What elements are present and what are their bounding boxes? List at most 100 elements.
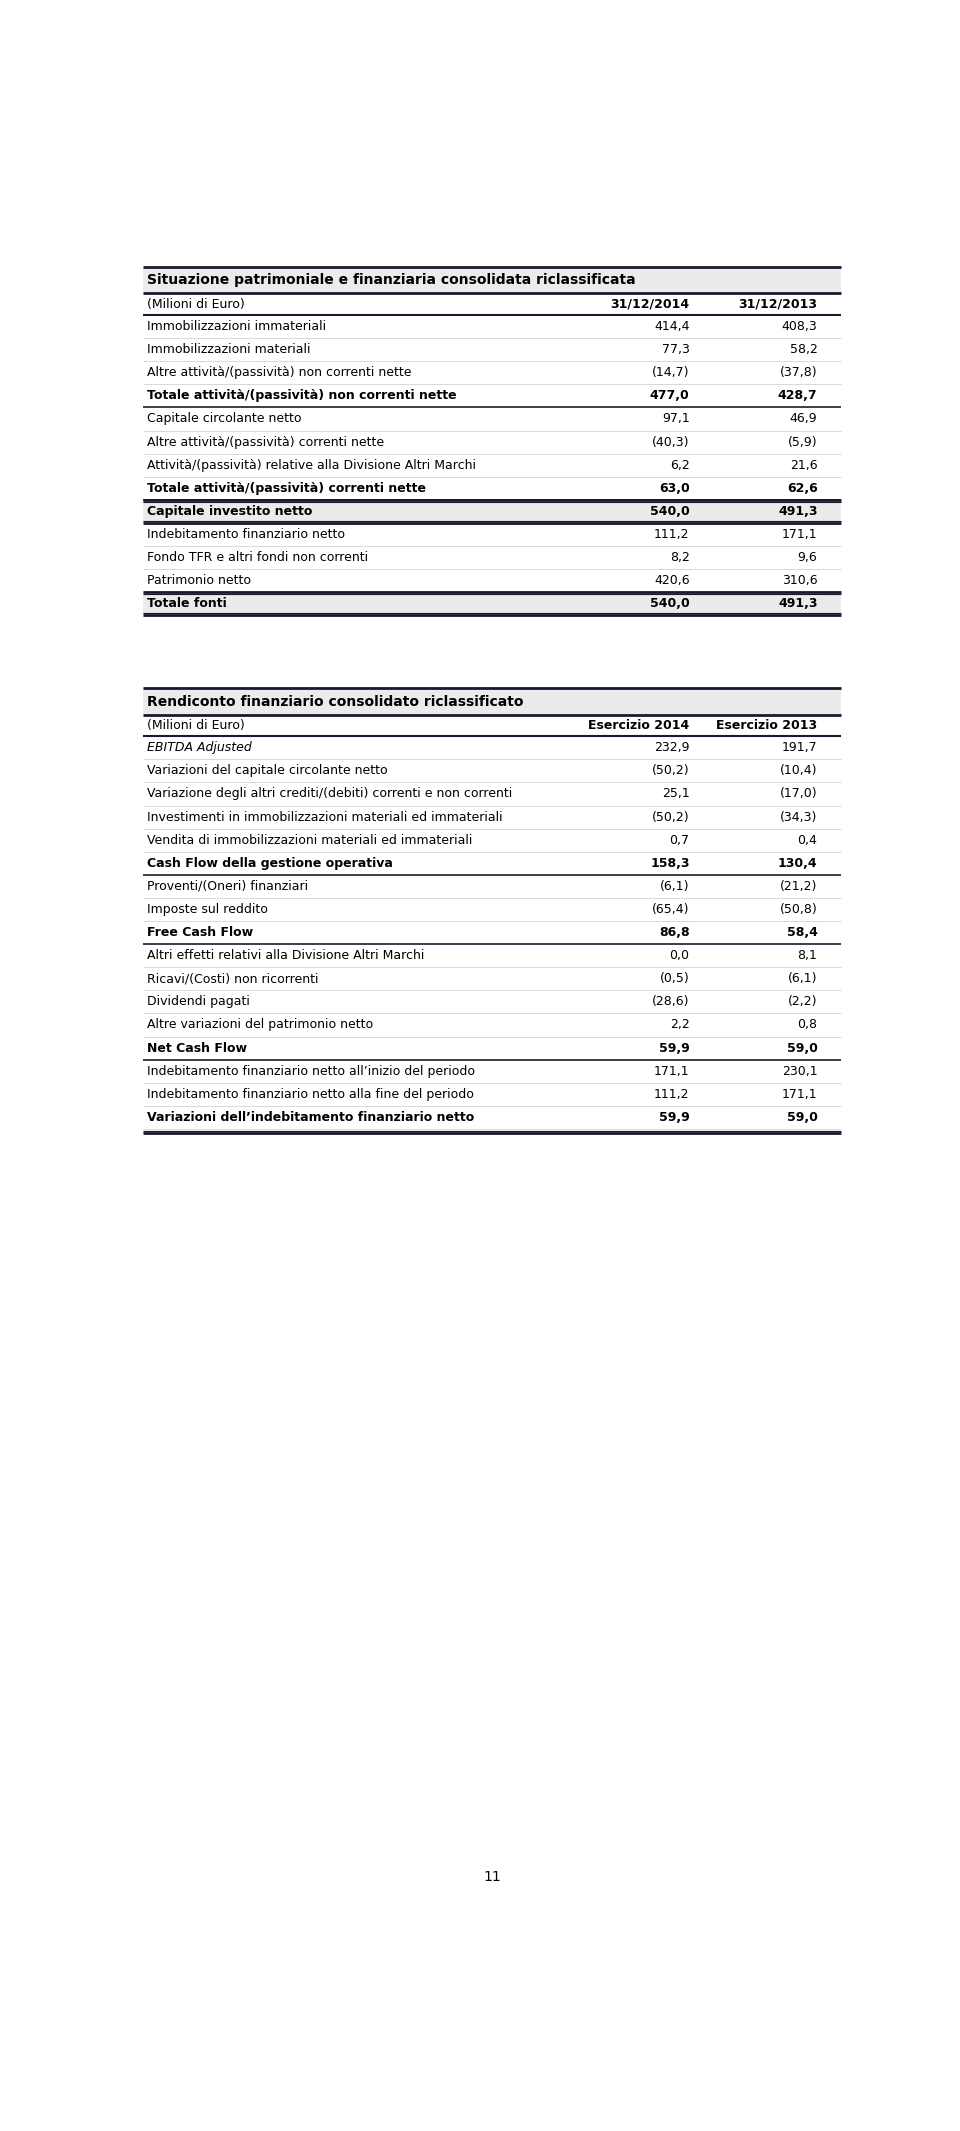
Text: Capitale investito netto: Capitale investito netto <box>147 505 313 518</box>
Text: Investimenti in immobilizzazioni materiali ed immateriali: Investimenti in immobilizzazioni materia… <box>147 810 503 823</box>
Text: 230,1: 230,1 <box>781 1066 818 1078</box>
Text: (Milioni di Euro): (Milioni di Euro) <box>147 718 245 731</box>
Bar <box>143 501 841 522</box>
Text: 0,7: 0,7 <box>670 833 689 846</box>
Text: 232,9: 232,9 <box>654 742 689 754</box>
Text: Patrimonio netto: Patrimonio netto <box>147 573 252 588</box>
Text: Immobilizzazioni immateriali: Immobilizzazioni immateriali <box>147 320 326 332</box>
Text: Fondo TFR e altri fondi non correnti: Fondo TFR e altri fondi non correnti <box>147 552 369 565</box>
Text: Altre variazioni del patrimonio netto: Altre variazioni del patrimonio netto <box>147 1019 373 1031</box>
Text: 310,6: 310,6 <box>781 573 818 588</box>
Text: 8,2: 8,2 <box>670 552 689 565</box>
Text: 408,3: 408,3 <box>781 320 818 332</box>
Text: 58,2: 58,2 <box>790 343 818 356</box>
Text: Capitale circolante netto: Capitale circolante netto <box>147 413 301 426</box>
Text: 25,1: 25,1 <box>661 788 689 801</box>
Text: 420,6: 420,6 <box>654 573 689 588</box>
Text: Dividendi pagati: Dividendi pagati <box>147 995 250 1008</box>
Text: (37,8): (37,8) <box>780 367 818 379</box>
Text: 86,8: 86,8 <box>659 927 689 940</box>
Text: 9,6: 9,6 <box>798 552 818 565</box>
Text: 428,7: 428,7 <box>778 390 818 403</box>
Text: 21,6: 21,6 <box>790 458 818 471</box>
Text: Ricavi/(Costi) non ricorrenti: Ricavi/(Costi) non ricorrenti <box>147 972 319 985</box>
Text: 111,2: 111,2 <box>654 528 689 541</box>
Text: Attività/(passività) relative alla Divisione Altri Marchi: Attività/(passività) relative alla Divis… <box>147 458 476 471</box>
Text: Variazione degli altri crediti/(debiti) correnti e non correnti: Variazione degli altri crediti/(debiti) … <box>147 788 513 801</box>
Text: (14,7): (14,7) <box>652 367 689 379</box>
Text: Vendita di immobilizzazioni materiali ed immateriali: Vendita di immobilizzazioni materiali ed… <box>147 833 472 846</box>
Text: Variazioni del capitale circolante netto: Variazioni del capitale circolante netto <box>147 765 388 778</box>
Text: (65,4): (65,4) <box>652 904 689 916</box>
Text: 171,1: 171,1 <box>781 528 818 541</box>
Text: Esercizio 2014: Esercizio 2014 <box>588 718 689 731</box>
Text: (2,2): (2,2) <box>788 995 818 1008</box>
Text: 540,0: 540,0 <box>650 597 689 609</box>
Text: 491,3: 491,3 <box>778 505 818 518</box>
Text: 59,9: 59,9 <box>659 1110 689 1123</box>
Text: 158,3: 158,3 <box>650 857 689 869</box>
Text: Esercizio 2013: Esercizio 2013 <box>716 718 818 731</box>
Text: 191,7: 191,7 <box>781 742 818 754</box>
Text: EBITDA Adjusted: EBITDA Adjusted <box>147 742 252 754</box>
Text: Immobilizzazioni materiali: Immobilizzazioni materiali <box>147 343 311 356</box>
Text: 171,1: 171,1 <box>654 1066 689 1078</box>
Text: Indebitamento finanziario netto alla fine del periodo: Indebitamento finanziario netto alla fin… <box>147 1087 474 1102</box>
Text: Proventi/(Oneri) finanziari: Proventi/(Oneri) finanziari <box>147 880 308 893</box>
Text: Totale attività/(passività) correnti nette: Totale attività/(passività) correnti net… <box>147 482 426 494</box>
Text: 111,2: 111,2 <box>654 1087 689 1102</box>
Text: 77,3: 77,3 <box>661 343 689 356</box>
Text: Rendiconto finanziario consolidato riclassificato: Rendiconto finanziario consolidato ricla… <box>147 695 523 707</box>
Text: Free Cash Flow: Free Cash Flow <box>147 927 253 940</box>
Bar <box>143 592 841 616</box>
Text: 46,9: 46,9 <box>790 413 818 426</box>
Text: 491,3: 491,3 <box>778 597 818 609</box>
Text: (40,3): (40,3) <box>652 435 689 448</box>
Text: (6,1): (6,1) <box>660 880 689 893</box>
Text: (10,4): (10,4) <box>780 765 818 778</box>
Text: 58,4: 58,4 <box>786 927 818 940</box>
Text: (28,6): (28,6) <box>652 995 689 1008</box>
Text: Cash Flow della gestione operativa: Cash Flow della gestione operativa <box>147 857 393 869</box>
Text: Indebitamento finanziario netto: Indebitamento finanziario netto <box>147 528 346 541</box>
Text: 11: 11 <box>483 1869 501 1884</box>
Text: 59,0: 59,0 <box>786 1110 818 1123</box>
Text: 31/12/2014: 31/12/2014 <box>611 298 689 311</box>
Bar <box>143 266 841 294</box>
Text: Variazioni dell’indebitamento finanziario netto: Variazioni dell’indebitamento finanziari… <box>147 1110 474 1123</box>
Text: Altri effetti relativi alla Divisione Altri Marchi: Altri effetti relativi alla Divisione Al… <box>147 948 424 963</box>
Text: (Milioni di Euro): (Milioni di Euro) <box>147 298 245 311</box>
Text: (21,2): (21,2) <box>780 880 818 893</box>
Text: Totale attività/(passività) non correnti nette: Totale attività/(passività) non correnti… <box>147 390 457 403</box>
Text: (5,9): (5,9) <box>788 435 818 448</box>
Text: 62,6: 62,6 <box>787 482 818 494</box>
Text: 0,0: 0,0 <box>670 948 689 963</box>
Text: 59,0: 59,0 <box>786 1042 818 1055</box>
Text: (50,8): (50,8) <box>780 904 818 916</box>
Bar <box>143 688 841 714</box>
Text: (50,2): (50,2) <box>652 810 689 823</box>
Text: 59,9: 59,9 <box>659 1042 689 1055</box>
Text: 540,0: 540,0 <box>650 505 689 518</box>
Text: 414,4: 414,4 <box>654 320 689 332</box>
Text: 31/12/2013: 31/12/2013 <box>738 298 818 311</box>
Text: 8,1: 8,1 <box>798 948 818 963</box>
Text: 6,2: 6,2 <box>670 458 689 471</box>
Text: (34,3): (34,3) <box>780 810 818 823</box>
Text: Totale fonti: Totale fonti <box>147 597 227 609</box>
Text: Altre attività/(passività) non correnti nette: Altre attività/(passività) non correnti … <box>147 367 412 379</box>
Text: 0,4: 0,4 <box>798 833 818 846</box>
Text: 97,1: 97,1 <box>661 413 689 426</box>
Text: Net Cash Flow: Net Cash Flow <box>147 1042 247 1055</box>
Text: Altre attività/(passività) correnti nette: Altre attività/(passività) correnti nett… <box>147 435 384 448</box>
Text: 2,2: 2,2 <box>670 1019 689 1031</box>
Text: 130,4: 130,4 <box>778 857 818 869</box>
Text: 0,8: 0,8 <box>798 1019 818 1031</box>
Text: 171,1: 171,1 <box>781 1087 818 1102</box>
Text: (50,2): (50,2) <box>652 765 689 778</box>
Text: (6,1): (6,1) <box>788 972 818 985</box>
Text: (0,5): (0,5) <box>660 972 689 985</box>
Text: Situazione patrimoniale e finanziaria consolidata riclassificata: Situazione patrimoniale e finanziaria co… <box>147 273 636 288</box>
Text: Imposte sul reddito: Imposte sul reddito <box>147 904 268 916</box>
Text: (17,0): (17,0) <box>780 788 818 801</box>
